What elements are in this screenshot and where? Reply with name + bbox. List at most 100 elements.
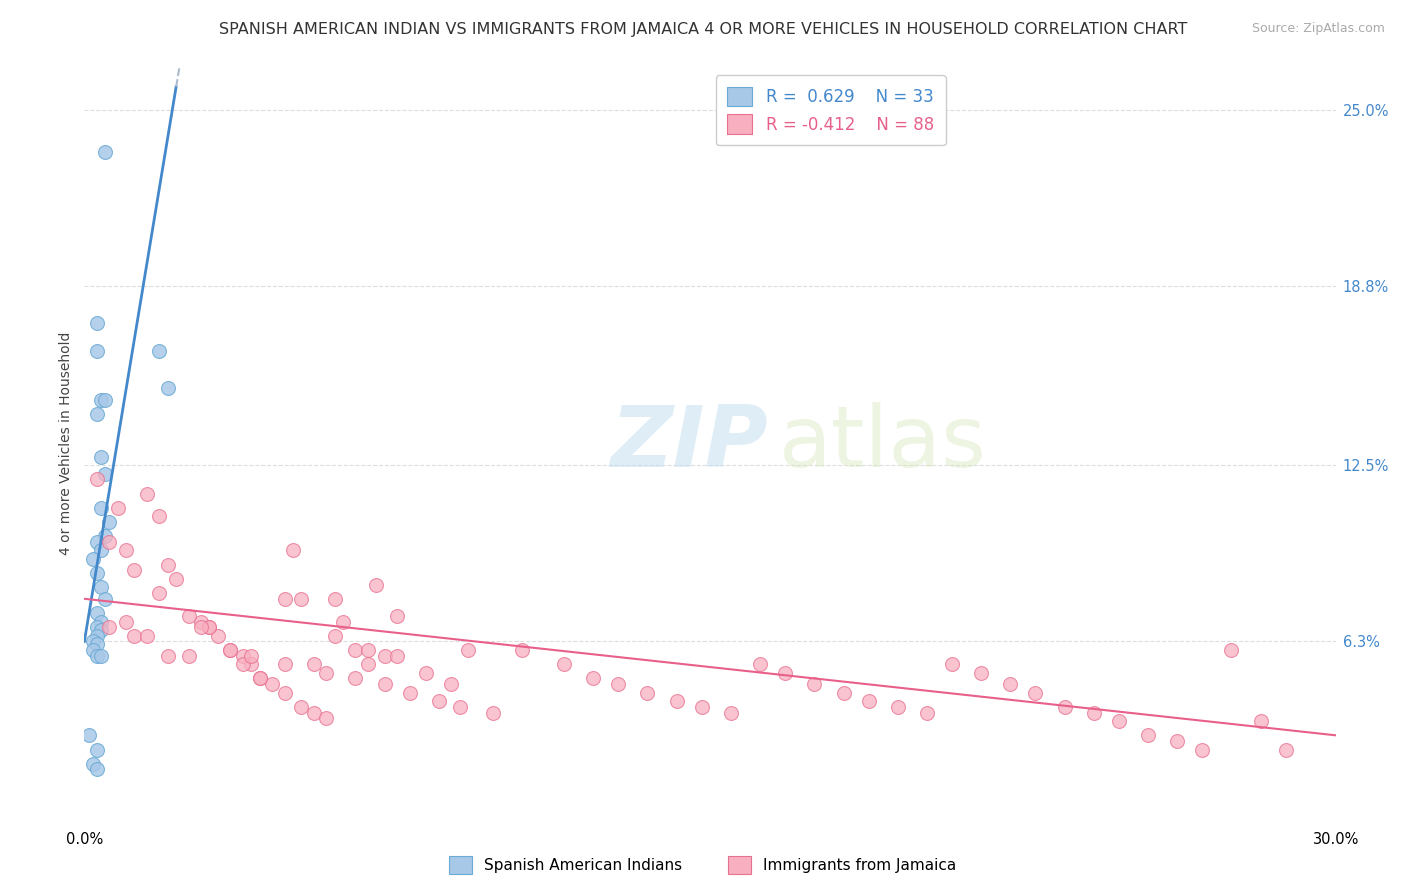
- Text: ZIP: ZIP: [610, 402, 768, 485]
- Point: [357, 657, 380, 672]
- Point: [1024, 686, 1046, 700]
- Point: [398, 686, 420, 700]
- Point: [290, 591, 312, 606]
- Point: [77, 728, 100, 742]
- Point: [273, 686, 295, 700]
- Point: [207, 629, 229, 643]
- Point: [512, 643, 534, 657]
- Point: [115, 615, 138, 629]
- Point: [86, 620, 108, 634]
- Point: [124, 563, 146, 577]
- Point: [148, 586, 170, 600]
- Point: [124, 629, 146, 643]
- Point: [90, 500, 112, 515]
- Legend: R =  0.629    N = 33, R = -0.412    N = 88: R = 0.629 N = 33, R = -0.412 N = 88: [716, 75, 946, 145]
- Point: [323, 591, 346, 606]
- Point: [177, 608, 200, 623]
- Point: [86, 629, 108, 643]
- Point: [148, 344, 170, 359]
- Point: [773, 665, 796, 680]
- Point: [385, 648, 409, 663]
- Point: [156, 381, 179, 395]
- Point: [1220, 643, 1243, 657]
- Point: [165, 572, 187, 586]
- Point: [374, 677, 396, 691]
- Point: [374, 648, 396, 663]
- Point: [249, 672, 271, 686]
- Point: [82, 643, 104, 657]
- Point: [156, 648, 179, 663]
- Point: [315, 665, 337, 680]
- Point: [915, 706, 938, 720]
- Point: [281, 543, 304, 558]
- Text: SPANISH AMERICAN INDIAN VS IMMIGRANTS FROM JAMAICA 4 OR MORE VEHICLES IN HOUSEHO: SPANISH AMERICAN INDIAN VS IMMIGRANTS FR…: [219, 22, 1187, 37]
- Point: [86, 763, 108, 777]
- Point: [90, 615, 112, 629]
- Point: [941, 657, 963, 672]
- Point: [1136, 728, 1159, 742]
- Point: [803, 677, 825, 691]
- Point: [86, 606, 108, 620]
- Point: [107, 500, 129, 515]
- Point: [302, 706, 325, 720]
- Point: [427, 694, 450, 708]
- Point: [90, 392, 112, 407]
- Point: [90, 450, 112, 464]
- Point: [148, 509, 170, 524]
- Point: [332, 615, 354, 629]
- Point: [273, 657, 295, 672]
- Point: [86, 472, 108, 486]
- Point: [198, 620, 221, 634]
- Point: [86, 648, 108, 663]
- Point: [553, 657, 575, 672]
- Point: [82, 634, 104, 648]
- Text: atlas: atlas: [779, 402, 987, 485]
- Point: [415, 665, 437, 680]
- Point: [98, 515, 121, 529]
- Point: [86, 407, 108, 421]
- Point: [219, 643, 242, 657]
- Point: [858, 694, 880, 708]
- Point: [344, 643, 367, 657]
- Point: [1250, 714, 1272, 728]
- Point: [240, 657, 263, 672]
- Point: [98, 620, 121, 634]
- Point: [82, 552, 104, 566]
- Point: [86, 566, 108, 581]
- Point: [94, 145, 117, 160]
- Point: [86, 637, 108, 651]
- Point: [1083, 706, 1105, 720]
- Point: [86, 316, 108, 330]
- Point: [156, 558, 179, 572]
- Point: [82, 756, 104, 771]
- Point: [1274, 742, 1296, 756]
- Point: [115, 543, 138, 558]
- Point: [190, 620, 212, 634]
- Point: [357, 643, 380, 657]
- Point: [86, 535, 108, 549]
- Point: [90, 623, 112, 637]
- Point: [582, 672, 605, 686]
- Point: [136, 629, 159, 643]
- Point: [482, 706, 505, 720]
- Point: [136, 486, 159, 500]
- Y-axis label: 4 or more Vehicles in Household: 4 or more Vehicles in Household: [59, 332, 73, 556]
- Point: [98, 535, 121, 549]
- Point: [832, 686, 855, 700]
- Point: [1000, 677, 1022, 691]
- Point: [90, 648, 112, 663]
- Point: [302, 657, 325, 672]
- Legend: Spanish American Indians, Immigrants from Jamaica: Spanish American Indians, Immigrants fro…: [443, 850, 963, 880]
- Point: [232, 657, 254, 672]
- Point: [637, 686, 659, 700]
- Point: [219, 643, 242, 657]
- Point: [1166, 734, 1188, 748]
- Point: [232, 648, 254, 663]
- Point: [1108, 714, 1130, 728]
- Point: [1191, 742, 1213, 756]
- Point: [457, 643, 479, 657]
- Point: [86, 742, 108, 756]
- Point: [90, 543, 112, 558]
- Point: [366, 577, 388, 591]
- Point: [749, 657, 772, 672]
